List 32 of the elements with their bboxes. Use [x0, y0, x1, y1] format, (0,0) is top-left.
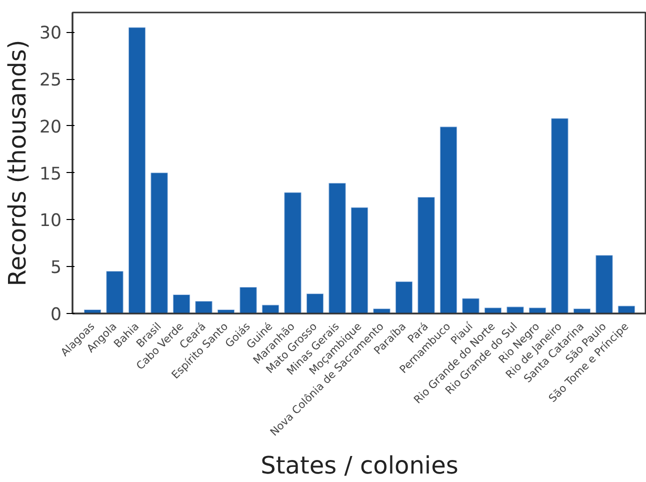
y-axis-title: Records (thousands)	[3, 40, 32, 286]
bar	[306, 294, 324, 314]
y-tick-label: 0	[50, 305, 62, 325]
bar	[506, 306, 524, 314]
x-axis-title: States / colonies	[260, 451, 458, 480]
bar	[284, 192, 302, 314]
bar	[262, 304, 280, 314]
bar	[551, 118, 568, 314]
bar	[328, 182, 346, 314]
bar	[484, 308, 502, 314]
bar	[462, 298, 480, 314]
y-tick-label: 15	[39, 164, 62, 184]
y-tick-label: 10	[39, 211, 62, 232]
bar	[596, 255, 613, 314]
bar	[150, 172, 168, 314]
y-tick-label: 5	[50, 258, 62, 278]
bar	[350, 207, 368, 314]
y-tick-label: 25	[39, 70, 62, 91]
bar	[128, 27, 146, 314]
bar	[528, 308, 546, 314]
y-tick-label: 30	[39, 24, 62, 44]
bar	[172, 294, 190, 314]
bar	[440, 126, 458, 314]
bar	[195, 301, 212, 314]
y-tick-label: 20	[39, 117, 62, 138]
bar	[573, 308, 591, 314]
bar	[395, 281, 413, 314]
bar	[240, 286, 257, 314]
bar	[106, 271, 124, 314]
bar	[618, 306, 636, 314]
bar	[373, 308, 390, 314]
bar	[418, 196, 435, 314]
